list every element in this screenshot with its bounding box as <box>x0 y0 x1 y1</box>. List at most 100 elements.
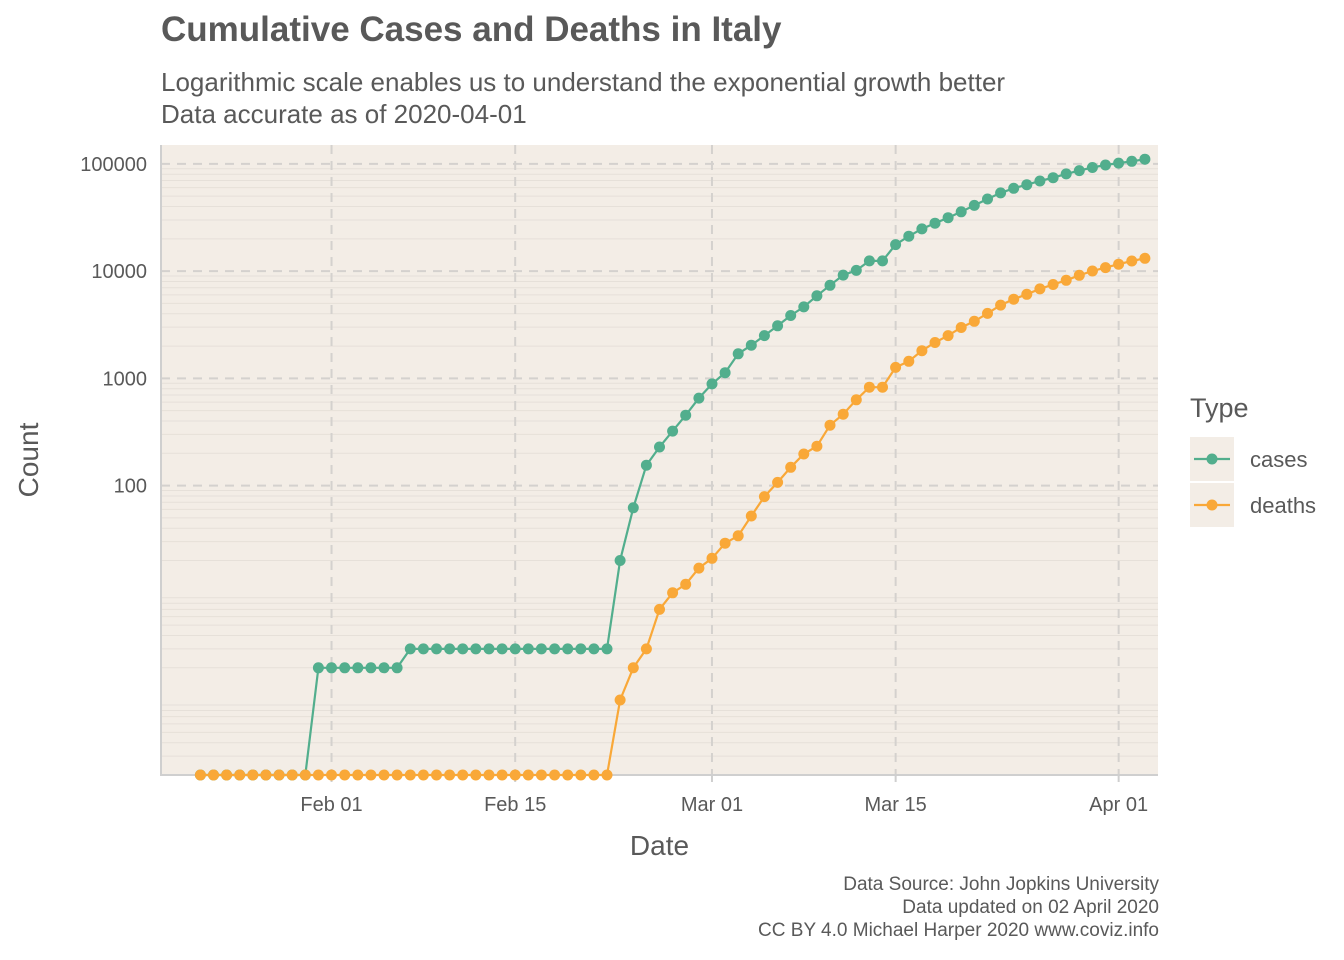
cases-point <box>824 279 836 291</box>
cases-point <box>1139 153 1151 165</box>
deaths-point <box>903 355 915 367</box>
cases-point <box>1073 165 1085 177</box>
deaths-point <box>1086 265 1098 277</box>
deaths-point <box>1008 293 1020 305</box>
deaths-point <box>444 769 456 781</box>
deaths-point <box>234 769 246 781</box>
deaths-point <box>654 603 665 615</box>
caption-source: Data Source: John Jopkins University <box>843 874 1159 895</box>
cases-point <box>942 212 954 224</box>
deaths-point <box>496 769 508 781</box>
caption-license: CC BY 4.0 Michael Harper 2020 www.coviz.… <box>758 920 1159 941</box>
cases-point <box>391 662 403 674</box>
chart-subtitle: Logarithmic scale enables us to understa… <box>161 66 1005 130</box>
deaths-point <box>798 448 810 460</box>
deaths-point <box>680 578 692 590</box>
cases-point <box>457 643 469 655</box>
subtitle-line-1: Logarithmic scale enables us to understa… <box>161 67 1006 97</box>
deaths-point <box>391 769 403 781</box>
cases-point <box>929 217 941 229</box>
cases-point <box>995 187 1007 199</box>
cases-point <box>312 662 324 674</box>
legend-key-point <box>1206 499 1218 511</box>
deaths-point <box>273 769 285 781</box>
deaths-point <box>1126 255 1138 267</box>
cases-point <box>1021 179 1033 191</box>
y-axis-title: Count <box>13 422 44 497</box>
cases-point <box>798 301 810 313</box>
deaths-point <box>326 769 337 781</box>
cases-point <box>968 199 980 211</box>
x-tick-label: Apr 01 <box>1089 794 1148 816</box>
cases-point <box>614 555 626 566</box>
cases-point <box>955 206 967 218</box>
deaths-point <box>877 381 888 393</box>
deaths-point <box>483 769 495 781</box>
deaths-point <box>824 419 836 431</box>
deaths-point <box>221 769 233 781</box>
y-tick-label: 100000 <box>80 154 147 176</box>
deaths-point <box>1113 258 1125 270</box>
deaths-point <box>1034 283 1046 295</box>
cases-point <box>1086 162 1098 173</box>
deaths-point <box>890 361 902 373</box>
deaths-point <box>995 299 1007 311</box>
x-tick-label: Mar 15 <box>865 794 927 816</box>
cases-point <box>693 392 705 404</box>
deaths-point <box>575 769 587 781</box>
deaths-point <box>1139 252 1151 264</box>
y-tick-label: 10000 <box>91 261 147 283</box>
cases-point <box>982 193 993 205</box>
cases-point <box>903 230 915 242</box>
deaths-point <box>614 694 626 706</box>
cases-point <box>601 643 613 655</box>
chart-caption: Data Source: John Jopkins University Dat… <box>758 873 1159 942</box>
major-gridlines <box>161 145 1158 775</box>
cases-point <box>706 378 718 390</box>
deaths-point <box>1047 279 1059 290</box>
deaths-point <box>785 461 797 473</box>
cases-point <box>339 662 351 674</box>
deaths-point <box>968 315 980 327</box>
cases-point <box>1008 182 1020 194</box>
deaths-point <box>431 769 442 781</box>
cases-point <box>640 459 652 471</box>
deaths-point <box>588 769 600 781</box>
deaths-point <box>955 322 967 333</box>
legend: Type cases deaths <box>1190 393 1316 527</box>
cases-point <box>326 662 337 674</box>
y-tick-label: 100 <box>114 476 147 498</box>
deaths-point <box>1021 288 1033 300</box>
cases-point <box>1113 157 1125 169</box>
deaths-point <box>640 643 652 655</box>
cases-point <box>509 643 521 655</box>
caption-updated: Data updated on 02 April 2020 <box>902 897 1159 918</box>
cases-point <box>483 643 495 655</box>
cases-point <box>850 264 862 276</box>
deaths-point <box>772 476 784 488</box>
deaths-point <box>247 769 259 781</box>
cases-point <box>431 643 442 655</box>
deaths-point <box>365 769 377 781</box>
cases-point <box>522 643 534 655</box>
deaths-point <box>745 510 757 522</box>
cases-point <box>837 269 849 281</box>
series-layer <box>194 153 1151 781</box>
deaths-point <box>378 769 390 781</box>
deaths-point <box>549 769 561 781</box>
cases-point <box>549 643 561 655</box>
deaths-point <box>194 769 206 781</box>
series-deaths <box>194 252 1151 781</box>
x-tick-label: Feb 15 <box>484 794 546 816</box>
deaths-point <box>312 769 324 781</box>
deaths-point <box>929 337 941 348</box>
cases-point <box>877 255 888 267</box>
legend-title: Type <box>1190 393 1249 423</box>
subtitle-line-2: Data accurate as of 2020-04-01 <box>161 99 527 129</box>
deaths-point <box>627 662 639 674</box>
cases-point <box>575 643 587 655</box>
plot-panel <box>161 145 1158 775</box>
cases-point <box>627 502 639 514</box>
deaths-point <box>299 769 311 781</box>
